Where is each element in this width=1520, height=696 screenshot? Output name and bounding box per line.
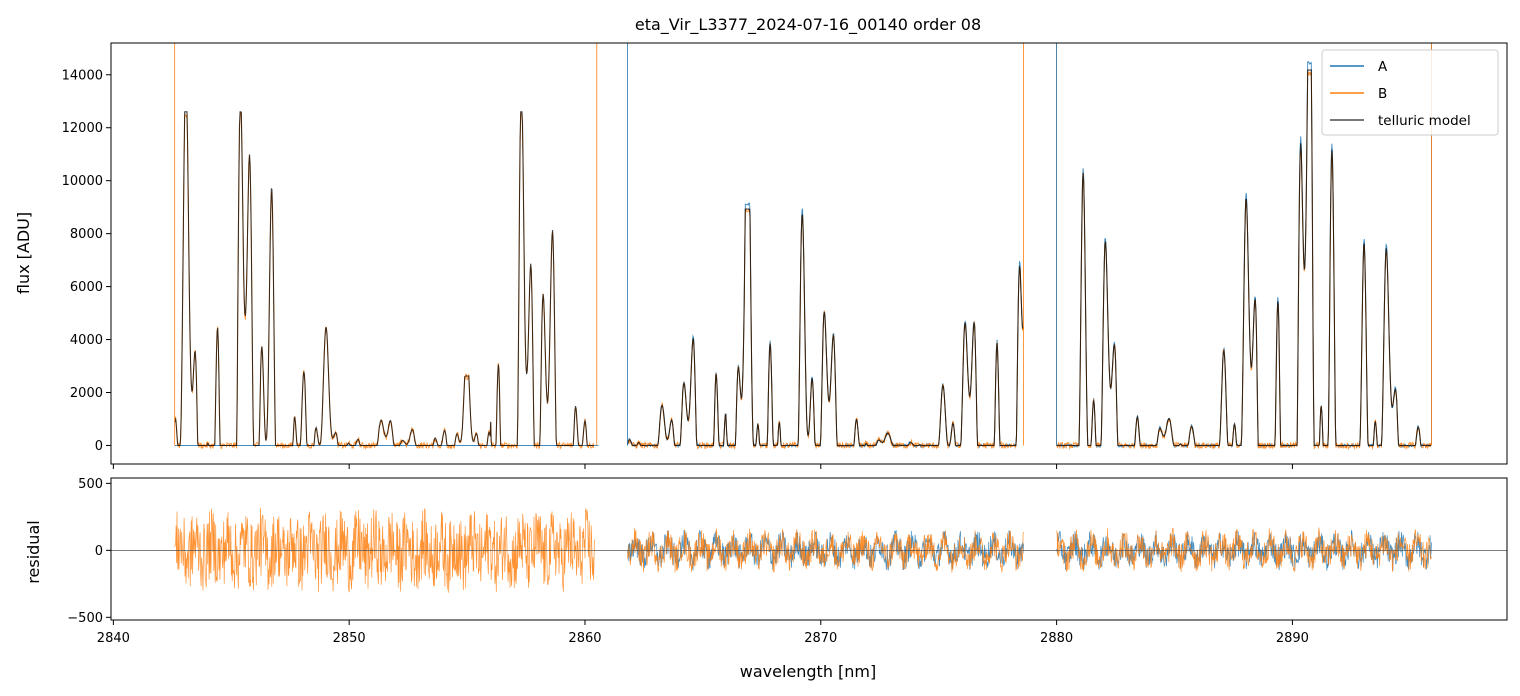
legend-label-0: A [1378,59,1388,75]
legend-label-2: telluric model [1378,113,1471,129]
residual-panel: −500 0 500 2840 2850 2860 2870 2880 2890 residu… [24,477,1508,681]
residual-x-tick-label: 2860 [568,631,601,646]
flux-y-tick-label: 10000 [62,174,103,189]
flux-y-tick-label: 6000 [70,280,103,295]
flux-y-axis-label: flux [ADU] [14,212,33,294]
residual-x-tick-label: 2870 [804,631,837,646]
series-telluric-model-segment-2 [1056,69,1431,447]
flux-axes-frame [110,42,1508,465]
flux-y-tick-label: 8000 [70,227,103,242]
residual-B-segment-0 [174,507,595,593]
residual-y-tick-label: −500 [67,611,103,626]
residual-x-tick-label: 2850 [333,631,366,646]
residual-x-ticks: 2840 2850 2860 2870 2880 2890 [97,620,1309,646]
residual-y-tick-label: 0 [95,544,103,559]
flux-y-tick-label: 14000 [62,68,103,83]
chart-title: eta_Vir_L3377_2024-07-16_00140 order 08 [635,15,981,35]
residual-y-axis-label: residual [24,520,43,583]
series-telluric-model-segment-1 [626,208,1024,447]
residual-axes-frame [110,477,1508,621]
flux-x-ticks [112,464,1293,469]
residual-B-segment-2 [1056,527,1432,573]
flux-y-tick-label: 2000 [70,386,103,401]
residual-y-tick-label: 500 [78,477,103,492]
residual-plot-area [111,507,1507,593]
flux-y-tick-label: 4000 [70,333,103,348]
flux-plot-area [174,43,1432,451]
series-telluric-model-segment-0 [174,111,594,447]
x-axis-label: wavelength [nm] [740,662,877,681]
residual-y-ticks: −500 0 500 [67,477,111,626]
legend-box [1321,49,1499,136]
flux-y-tick-label: 12000 [62,121,103,136]
flux-y-ticks: 0 2000 4000 6000 8000 10000 12000 14000 [62,68,111,454]
residual-x-tick-label: 2880 [1040,631,1073,646]
flux-panel: 0 2000 4000 6000 8000 10000 12000 14000 flux [A… [14,42,1508,469]
residual-x-tick-label: 2840 [97,631,130,646]
residual-B-segment-1 [627,528,1024,573]
legend-label-1: B [1378,86,1387,102]
residual-x-tick-label: 2890 [1276,631,1309,646]
flux-y-tick-label: 0 [95,439,103,454]
